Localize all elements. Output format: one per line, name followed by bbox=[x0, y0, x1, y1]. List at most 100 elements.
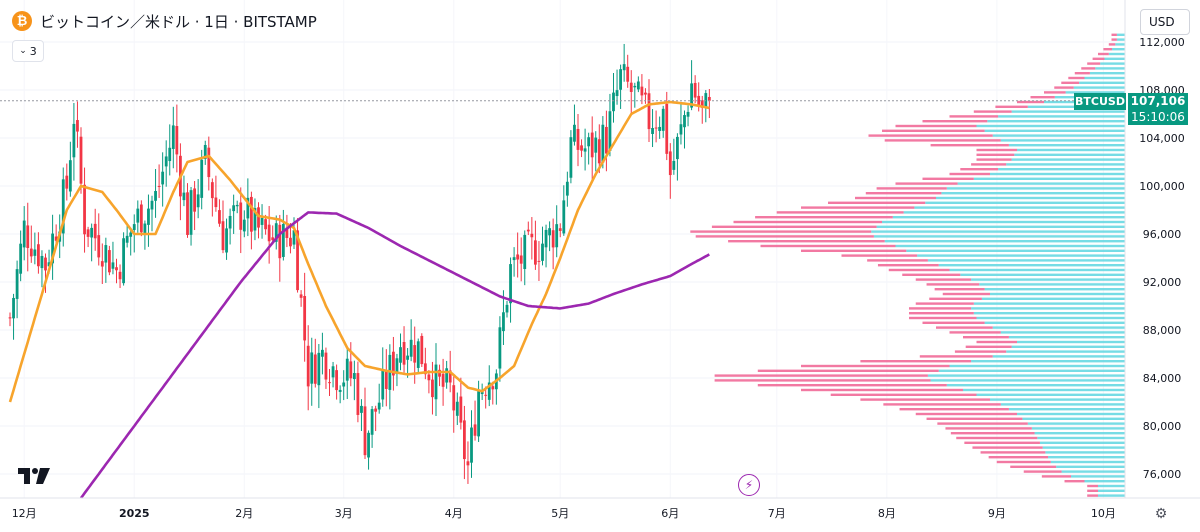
volume-profile-bar-up bbox=[895, 244, 1125, 248]
candle-body bbox=[200, 159, 204, 198]
candle-body bbox=[161, 171, 165, 185]
candle bbox=[686, 105, 690, 127]
candle bbox=[154, 169, 157, 218]
volume-profile-bar-down bbox=[971, 163, 1007, 166]
candle-body bbox=[118, 271, 122, 280]
candle bbox=[136, 200, 140, 233]
candle-body bbox=[40, 255, 44, 269]
volume-profile-bar-up bbox=[976, 316, 1125, 320]
time-tick-label: 12月 bbox=[12, 507, 37, 520]
volume-profile-bar-down bbox=[801, 206, 915, 209]
candle-body bbox=[352, 373, 356, 380]
candle-body bbox=[548, 228, 551, 236]
candle-body bbox=[665, 103, 669, 154]
volume-profile-bar-up bbox=[1017, 412, 1125, 416]
volume-profile-bar-up bbox=[941, 192, 1125, 195]
volume-profile-bar-down bbox=[776, 211, 904, 214]
candle bbox=[565, 171, 569, 207]
volume-profile-bar-up bbox=[1011, 110, 1125, 113]
candle bbox=[125, 224, 129, 248]
candle bbox=[558, 223, 562, 238]
candle-body bbox=[367, 432, 370, 458]
candle bbox=[434, 343, 438, 417]
gear-icon[interactable]: ⚙ bbox=[1154, 506, 1168, 522]
candle bbox=[555, 205, 559, 258]
candle-body bbox=[707, 96, 711, 101]
candle bbox=[37, 232, 40, 274]
volume-profile-bar-up bbox=[998, 168, 1125, 171]
candle-body bbox=[235, 204, 239, 207]
candle-body bbox=[601, 124, 605, 163]
volume-profile-bar-up bbox=[949, 364, 1125, 368]
candle bbox=[40, 250, 44, 288]
candle-body bbox=[402, 342, 406, 365]
time-tick-label: 2月 bbox=[235, 507, 253, 520]
volume-profile-bar-down bbox=[954, 350, 1007, 353]
time-tick-label: 8月 bbox=[878, 507, 896, 520]
candle bbox=[381, 347, 385, 407]
candle bbox=[8, 312, 12, 327]
candle bbox=[587, 132, 591, 165]
volume-profile-bar-up bbox=[984, 129, 1125, 132]
candle-body bbox=[260, 217, 264, 225]
candle-body bbox=[250, 196, 253, 232]
candle bbox=[79, 127, 83, 194]
volume-profile-bar-down bbox=[922, 120, 988, 123]
candle-body bbox=[580, 145, 583, 151]
candle bbox=[281, 209, 285, 261]
candle-body bbox=[526, 229, 530, 232]
candle bbox=[633, 82, 637, 108]
candle bbox=[65, 163, 69, 201]
candle-body bbox=[108, 250, 111, 273]
candle bbox=[551, 218, 555, 270]
candle-body bbox=[487, 382, 491, 400]
symbol-header[interactable]: ₿ ビットコイン／米ドル · 1日 · BITSTAMP bbox=[12, 10, 317, 32]
volume-profile-bar-up bbox=[987, 120, 1125, 123]
tradingview-logo[interactable] bbox=[18, 466, 50, 486]
volume-profile-bar-down bbox=[960, 168, 999, 171]
volume-profile-bar-up bbox=[1017, 148, 1125, 152]
volume-profile-bar-up bbox=[1000, 403, 1125, 406]
volume-profile-bar-down bbox=[945, 427, 1032, 430]
volume-profile-bar-up bbox=[1108, 52, 1125, 56]
candle bbox=[164, 140, 168, 187]
candle bbox=[541, 226, 544, 266]
candle bbox=[356, 361, 360, 423]
volume-profile-bar-up bbox=[1037, 436, 1125, 440]
volume-profile-bar-down bbox=[865, 192, 942, 195]
candle bbox=[455, 392, 459, 426]
candle-body bbox=[104, 245, 108, 263]
lightning-icon[interactable]: ⚡ bbox=[738, 474, 760, 496]
candle-body bbox=[111, 262, 115, 269]
indicators-toggle-button[interactable]: ⌄ 3 bbox=[12, 40, 44, 62]
candle bbox=[321, 332, 324, 375]
candle bbox=[33, 232, 37, 265]
candle-body bbox=[597, 139, 601, 164]
candle-body bbox=[253, 208, 257, 231]
candle-body bbox=[392, 351, 395, 376]
candle bbox=[285, 214, 289, 248]
candle bbox=[12, 293, 15, 340]
volume-profile-bar-up bbox=[1008, 336, 1125, 339]
candle bbox=[707, 89, 711, 119]
candle bbox=[374, 405, 378, 432]
volume-profile-bar-down bbox=[1087, 484, 1098, 488]
candle bbox=[441, 358, 445, 406]
volume-profile-bar-up bbox=[984, 288, 1125, 291]
candle bbox=[93, 208, 97, 251]
volume-profile-bar-up bbox=[1039, 441, 1125, 444]
volume-profile-bar-down bbox=[949, 331, 1001, 334]
candle bbox=[636, 76, 640, 93]
currency-select[interactable]: USD bbox=[1140, 9, 1190, 35]
candle bbox=[122, 232, 125, 286]
candle bbox=[406, 348, 409, 378]
volume-profile-bar-down bbox=[949, 172, 990, 176]
volume-profile-bar-up bbox=[1112, 48, 1125, 51]
candle-body bbox=[537, 260, 541, 262]
candle bbox=[672, 138, 676, 175]
candle-body bbox=[516, 254, 520, 260]
candle-body bbox=[626, 66, 630, 82]
volume-profile-bar-down bbox=[972, 446, 1043, 449]
candle-body bbox=[175, 126, 179, 155]
